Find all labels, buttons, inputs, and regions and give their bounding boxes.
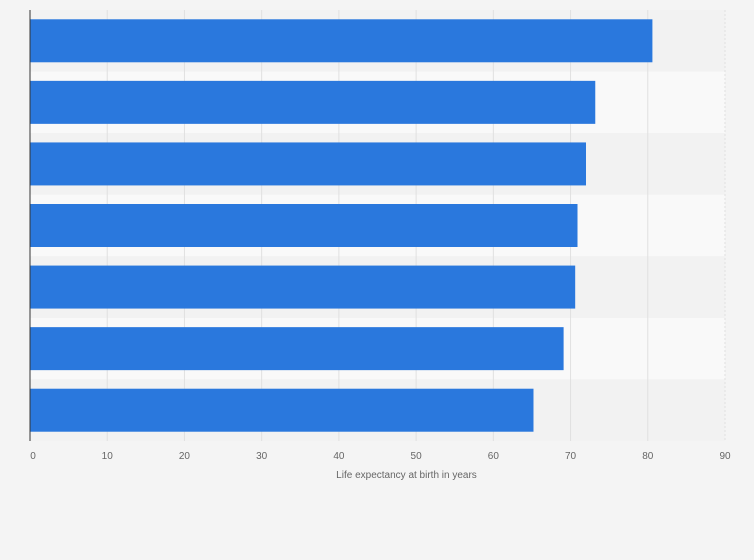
x-tick-label: 0 — [30, 451, 36, 462]
x-tick-label: 80 — [642, 451, 654, 462]
x-tick-label: 90 — [719, 451, 731, 462]
bar — [30, 142, 586, 186]
bars — [30, 19, 653, 432]
x-axis-title: Life expectancy at birth in years — [336, 470, 477, 481]
bar — [30, 327, 564, 371]
x-tick-label: 50 — [411, 451, 423, 462]
bar — [30, 204, 578, 247]
x-tick-label: 20 — [179, 451, 191, 462]
x-tick-label: 10 — [102, 451, 114, 462]
bar — [30, 19, 653, 63]
bar — [30, 80, 596, 124]
bar — [30, 265, 576, 309]
x-tick-label: 30 — [256, 451, 268, 462]
x-tick-label: 40 — [333, 451, 345, 462]
x-axis-ticks: 0 10 20 30 40 50 60 70 80 90 — [30, 451, 731, 462]
x-tick-label: 70 — [565, 451, 577, 462]
x-tick-label: 60 — [488, 451, 500, 462]
bar — [30, 388, 534, 432]
